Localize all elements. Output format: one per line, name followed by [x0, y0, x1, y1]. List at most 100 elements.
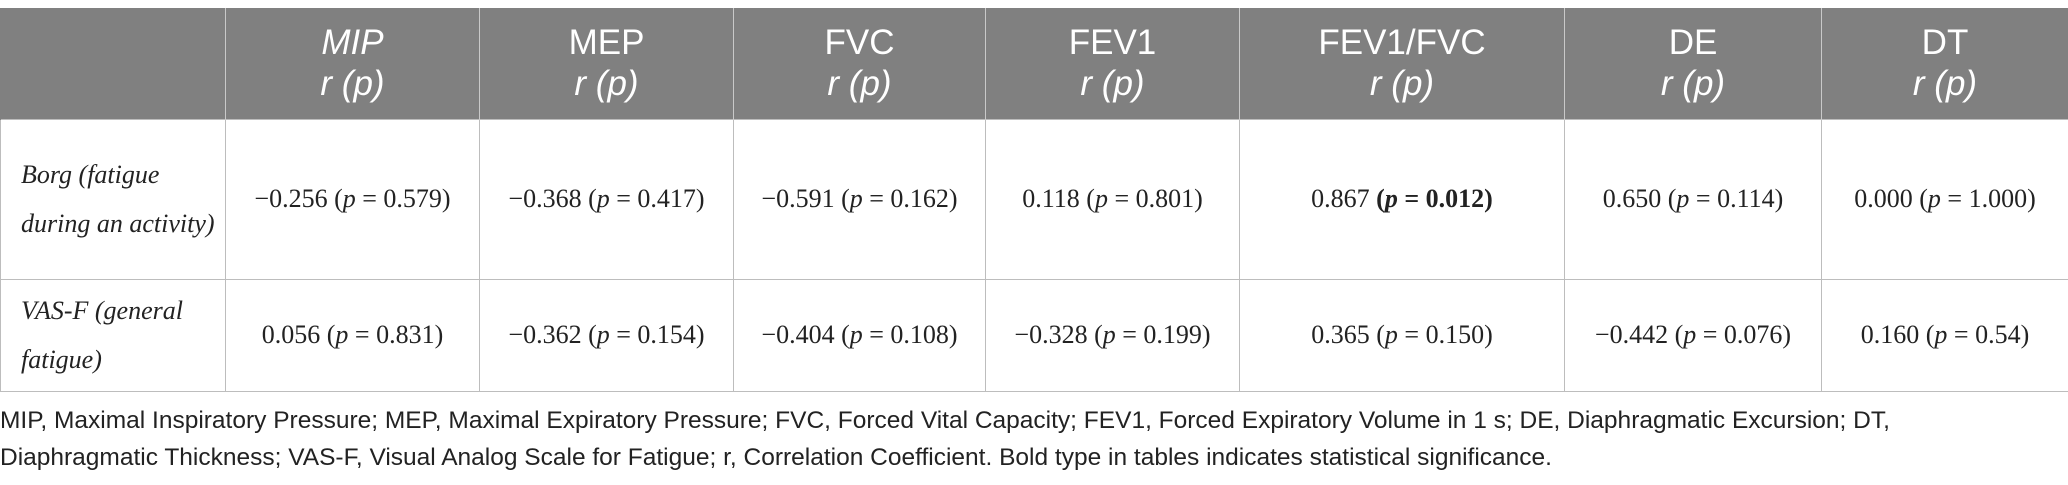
cell-r: 0.160	[1860, 320, 1920, 349]
cell-p: 0.076	[1723, 320, 1783, 349]
cell-p: 0.579	[383, 184, 442, 213]
cell-equals: =	[1947, 320, 1976, 349]
table-cell: −0.362 (p = 0.154)	[479, 278, 734, 392]
table-cell-significant: 0.867 (p = 0.012)	[1239, 118, 1565, 280]
cell-p: 0.150	[1425, 320, 1485, 349]
cell-p-symbol: p	[596, 184, 610, 213]
header-fev1-fvc: FEV1/FVC r (p)	[1239, 8, 1565, 119]
cell-equals: =	[1689, 184, 1718, 213]
cell-p-symbol: p	[1384, 184, 1398, 213]
cell-p: 0.114	[1717, 184, 1775, 213]
cell-equals: =	[1115, 320, 1144, 349]
cell-equals: =	[1696, 320, 1724, 349]
cell-p: 0.012	[1425, 184, 1485, 213]
header-name: MEP	[568, 23, 645, 63]
cell-p-symbol: p	[335, 320, 349, 349]
header-row: MIP r (p) MEP r (p) FVC r (p) FEV1 r (p)…	[0, 8, 2068, 119]
table-cell: −0.368 (p = 0.417)	[479, 118, 734, 280]
header-name: FVC	[824, 23, 895, 63]
correlation-table-container: MIP r (p) MEP r (p) FVC r (p) FEV1 r (p)…	[0, 8, 2068, 392]
cell-equals: =	[355, 184, 384, 213]
cell-p-symbol: p	[1384, 320, 1398, 349]
header-stat: r (p)	[1912, 64, 1978, 104]
row-label: Borg (fatigue during an activity)	[0, 118, 226, 280]
table-cell: 0.000 (p = 1.000)	[1821, 118, 2068, 280]
cell-equals: =	[862, 184, 891, 213]
significant-value: (p = 0.012)	[1376, 184, 1493, 213]
cell-p: 0.154	[637, 320, 696, 349]
header-corner-cell	[0, 8, 226, 119]
cell-r: −0.368	[508, 184, 582, 213]
cell-r: −0.362	[508, 320, 582, 349]
cell-p: 0.54	[1975, 320, 2021, 349]
cell-r: −0.328	[1014, 320, 1088, 349]
table-cell: −0.442 (p = 0.076)	[1564, 278, 1822, 392]
cell-r: −0.256	[254, 184, 328, 213]
cell-equals: =	[862, 320, 891, 349]
cell-equals: =	[1397, 320, 1426, 349]
cell-p-symbol: p	[1102, 320, 1116, 349]
cell-r: 0.867	[1311, 184, 1370, 213]
row-label: VAS-F (general fatigue)	[0, 278, 226, 392]
header-name: DE	[1668, 23, 1718, 63]
table-cell: 0.365 (p = 0.150)	[1239, 278, 1565, 392]
cell-p-symbol: p	[1683, 320, 1697, 349]
header-stat: r (p)	[1369, 64, 1435, 104]
header-de: DE r (p)	[1564, 8, 1822, 119]
cell-r: 0.650	[1602, 184, 1662, 213]
cell-p: 1.000	[1968, 184, 2028, 213]
header-stat: r (p)	[1080, 64, 1145, 104]
cell-p-symbol: p	[1676, 184, 1690, 213]
header-stat: r (p)	[1660, 64, 1726, 104]
header-mip: MIP r (p)	[225, 8, 480, 119]
header-name: FEV1	[1068, 23, 1157, 63]
header-mep: MEP r (p)	[479, 8, 734, 119]
cell-p: 0.199	[1143, 320, 1202, 349]
header-fvc: FVC r (p)	[733, 8, 986, 119]
cell-equals: =	[348, 320, 377, 349]
cell-r: 0.000	[1854, 184, 1913, 213]
cell-p-symbol: p	[1927, 184, 1941, 213]
cell-equals: =	[1397, 184, 1426, 213]
cell-p: 0.831	[376, 320, 435, 349]
correlation-table: MIP r (p) MEP r (p) FVC r (p) FEV1 r (p)…	[0, 8, 2068, 392]
cell-r: −0.404	[761, 320, 835, 349]
cell-equals: =	[1107, 184, 1136, 213]
table-cell: 0.056 (p = 0.831)	[225, 278, 480, 392]
cell-p: 0.162	[890, 184, 949, 213]
header-stat: r (p)	[827, 64, 892, 104]
table-cell: 0.160 (p = 0.54)	[1821, 278, 2068, 392]
header-dt: DT r (p)	[1821, 8, 2068, 119]
cell-p-symbol: p	[849, 184, 863, 213]
cell-p: 0.417	[637, 184, 696, 213]
header-name: DT	[1921, 23, 1969, 63]
table-cell: 0.118 (p = 0.801)	[985, 118, 1240, 280]
cell-p-symbol: p	[342, 184, 356, 213]
header-fev1: FEV1 r (p)	[985, 8, 1240, 119]
cell-p-symbol: p	[1094, 184, 1108, 213]
cell-r: 0.056	[261, 320, 321, 349]
table-cell: −0.591 (p = 0.162)	[733, 118, 986, 280]
table-row-borg: Borg (fatigue during an activity) −0.256…	[0, 118, 2068, 280]
table-cell: 0.650 (p = 0.114)	[1564, 118, 1822, 280]
table-header: MIP r (p) MEP r (p) FVC r (p) FEV1 r (p)…	[0, 8, 2068, 119]
cell-equals: =	[609, 320, 638, 349]
cell-p-symbol: p	[1934, 320, 1948, 349]
table-cell: −0.256 (p = 0.579)	[225, 118, 480, 280]
header-stat: r (p)	[574, 64, 639, 104]
cell-equals: =	[609, 184, 638, 213]
header-name: FEV1/FVC	[1318, 23, 1486, 63]
table-footnote: MIP, Maximal Inspiratory Pressure; MEP, …	[0, 407, 1890, 471]
table-row-vas-f: VAS-F (general fatigue) 0.056 (p = 0.831…	[0, 278, 2068, 392]
cell-equals: =	[1940, 184, 1969, 213]
cell-r: −0.442	[1594, 320, 1669, 349]
cell-r: 0.118	[1022, 184, 1080, 213]
header-name: MIP	[321, 23, 384, 63]
header-stat: r (p)	[320, 64, 385, 104]
table-cell: −0.328 (p = 0.199)	[985, 278, 1240, 392]
cell-p-symbol: p	[849, 320, 863, 349]
cell-p: 0.108	[890, 320, 949, 349]
cell-r: −0.591	[761, 184, 835, 213]
cell-r: 0.365	[1311, 320, 1370, 349]
table-body: Borg (fatigue during an activity) −0.256…	[0, 118, 2068, 392]
